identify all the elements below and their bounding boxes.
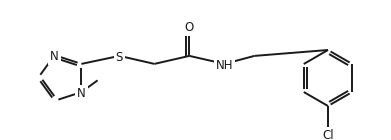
Text: O: O xyxy=(185,21,194,34)
Text: N: N xyxy=(77,87,86,100)
Text: S: S xyxy=(116,51,123,64)
Text: NH: NH xyxy=(216,59,233,72)
Text: Cl: Cl xyxy=(322,129,334,140)
Text: N: N xyxy=(50,50,59,63)
